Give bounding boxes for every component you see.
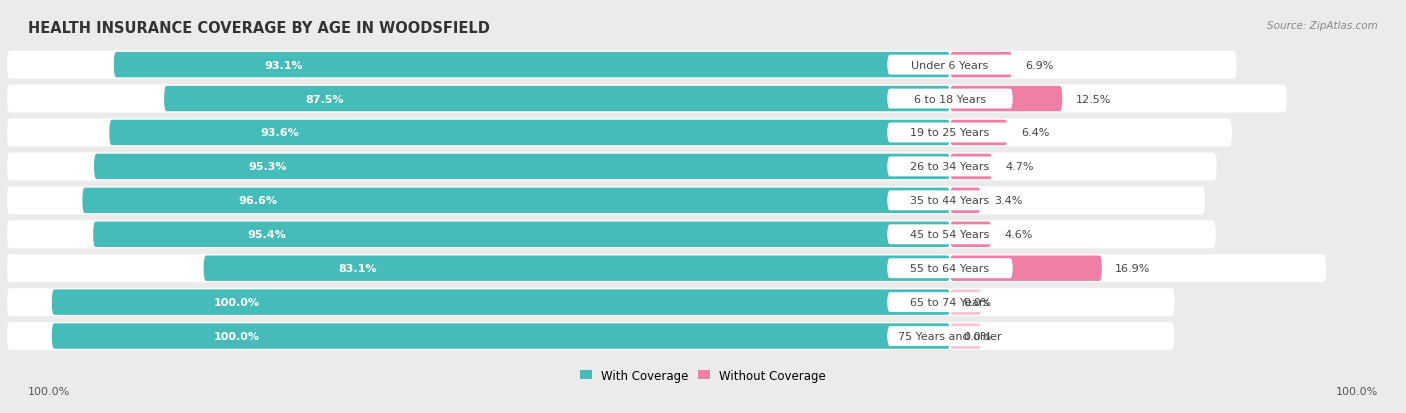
FancyBboxPatch shape: [887, 157, 1012, 177]
FancyBboxPatch shape: [7, 153, 1216, 181]
Text: 3.4%: 3.4%: [994, 196, 1022, 206]
FancyBboxPatch shape: [7, 85, 1286, 113]
FancyBboxPatch shape: [887, 292, 1012, 312]
Text: 55 to 64 Years: 55 to 64 Years: [911, 263, 990, 273]
Text: 6.4%: 6.4%: [1021, 128, 1049, 138]
Text: 100.0%: 100.0%: [214, 297, 260, 307]
FancyBboxPatch shape: [7, 322, 1174, 350]
FancyBboxPatch shape: [950, 154, 993, 180]
Legend: With Coverage, Without Coverage: With Coverage, Without Coverage: [575, 364, 831, 387]
FancyBboxPatch shape: [887, 326, 1012, 346]
FancyBboxPatch shape: [110, 121, 950, 146]
Text: 100.0%: 100.0%: [214, 331, 260, 341]
Text: 65 to 74 Years: 65 to 74 Years: [910, 297, 990, 307]
Text: 6.9%: 6.9%: [1025, 60, 1054, 71]
Text: 0.0%: 0.0%: [963, 297, 991, 307]
Text: HEALTH INSURANCE COVERAGE BY AGE IN WOODSFIELD: HEALTH INSURANCE COVERAGE BY AGE IN WOOD…: [28, 21, 491, 36]
FancyBboxPatch shape: [83, 188, 950, 214]
FancyBboxPatch shape: [950, 290, 981, 315]
FancyBboxPatch shape: [7, 288, 1174, 316]
FancyBboxPatch shape: [52, 323, 950, 349]
FancyBboxPatch shape: [950, 87, 1063, 112]
Text: 4.7%: 4.7%: [1005, 162, 1035, 172]
Text: 87.5%: 87.5%: [305, 94, 344, 104]
FancyBboxPatch shape: [7, 221, 1216, 249]
FancyBboxPatch shape: [950, 53, 1012, 78]
Text: 93.6%: 93.6%: [260, 128, 299, 138]
Text: Under 6 Years: Under 6 Years: [911, 60, 988, 71]
Text: 96.6%: 96.6%: [239, 196, 277, 206]
FancyBboxPatch shape: [950, 222, 991, 247]
FancyBboxPatch shape: [7, 187, 1205, 215]
Text: 16.9%: 16.9%: [1115, 263, 1150, 273]
FancyBboxPatch shape: [887, 259, 1012, 278]
FancyBboxPatch shape: [950, 256, 1102, 281]
Text: 6 to 18 Years: 6 to 18 Years: [914, 94, 986, 104]
FancyBboxPatch shape: [950, 323, 981, 349]
Text: 12.5%: 12.5%: [1076, 94, 1111, 104]
FancyBboxPatch shape: [204, 256, 950, 281]
FancyBboxPatch shape: [52, 290, 950, 315]
FancyBboxPatch shape: [950, 121, 1008, 146]
Text: 4.6%: 4.6%: [1005, 230, 1033, 240]
FancyBboxPatch shape: [114, 53, 950, 78]
FancyBboxPatch shape: [93, 222, 950, 247]
Text: 75 Years and older: 75 Years and older: [898, 331, 1002, 341]
Text: 26 to 34 Years: 26 to 34 Years: [910, 162, 990, 172]
Text: 19 to 25 Years: 19 to 25 Years: [910, 128, 990, 138]
FancyBboxPatch shape: [887, 123, 1012, 143]
Text: 95.3%: 95.3%: [247, 162, 287, 172]
Text: 0.0%: 0.0%: [963, 331, 991, 341]
Text: 83.1%: 83.1%: [337, 263, 377, 273]
FancyBboxPatch shape: [887, 89, 1012, 109]
Text: 35 to 44 Years: 35 to 44 Years: [910, 196, 990, 206]
Text: 100.0%: 100.0%: [1336, 387, 1378, 396]
FancyBboxPatch shape: [887, 56, 1012, 75]
Text: 93.1%: 93.1%: [264, 60, 302, 71]
Text: 100.0%: 100.0%: [28, 387, 70, 396]
FancyBboxPatch shape: [7, 52, 1236, 79]
Text: 95.4%: 95.4%: [247, 230, 287, 240]
FancyBboxPatch shape: [165, 87, 950, 112]
Text: 45 to 54 Years: 45 to 54 Years: [910, 230, 990, 240]
FancyBboxPatch shape: [950, 188, 980, 214]
FancyBboxPatch shape: [7, 119, 1232, 147]
Text: Source: ZipAtlas.com: Source: ZipAtlas.com: [1267, 21, 1378, 31]
FancyBboxPatch shape: [887, 191, 1012, 211]
FancyBboxPatch shape: [94, 154, 950, 180]
FancyBboxPatch shape: [887, 225, 1012, 244]
FancyBboxPatch shape: [7, 254, 1326, 282]
